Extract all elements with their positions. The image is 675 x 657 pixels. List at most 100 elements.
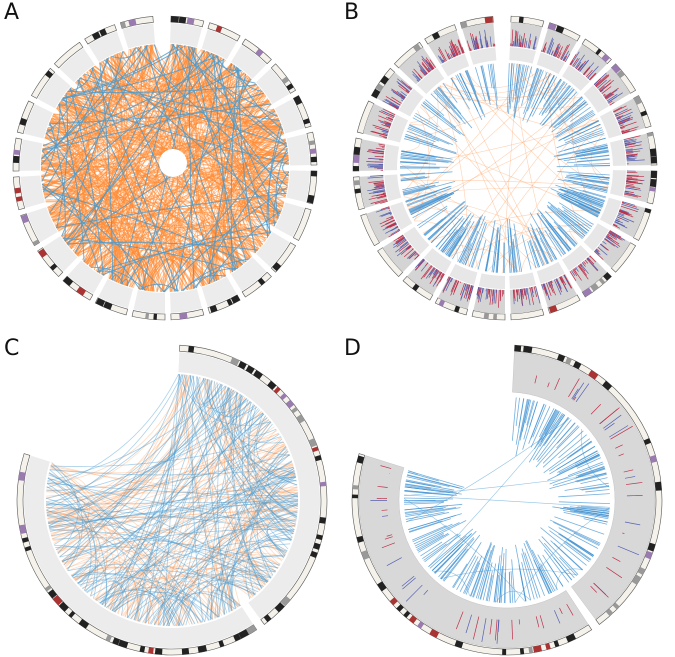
link xyxy=(66,110,276,244)
spike xyxy=(553,43,561,57)
spike xyxy=(425,72,428,75)
radial-link xyxy=(470,541,492,597)
spike xyxy=(574,267,577,271)
link xyxy=(126,78,252,287)
radial-link xyxy=(582,165,610,167)
spike xyxy=(379,211,392,217)
spike xyxy=(618,116,633,124)
radial-link xyxy=(515,398,525,445)
spike xyxy=(557,46,563,58)
link xyxy=(44,52,213,199)
link xyxy=(218,524,296,617)
radial-link xyxy=(539,75,555,103)
spike xyxy=(616,115,624,119)
radial-link xyxy=(413,115,457,141)
radial-link xyxy=(575,150,609,157)
link xyxy=(114,376,200,613)
radial-link xyxy=(557,171,610,176)
panel-label: C xyxy=(4,336,19,361)
spike xyxy=(598,79,611,91)
spike xyxy=(516,38,519,47)
link xyxy=(155,585,213,626)
radial-link xyxy=(513,64,522,112)
spike xyxy=(428,62,434,70)
spike xyxy=(474,38,478,50)
link xyxy=(110,274,117,282)
band xyxy=(291,406,299,414)
spike xyxy=(382,192,386,194)
spike xyxy=(396,90,406,98)
link xyxy=(45,453,290,503)
radial-link xyxy=(433,90,451,109)
link xyxy=(42,92,264,151)
radial-link xyxy=(540,563,556,592)
link xyxy=(220,383,298,517)
link xyxy=(48,395,243,527)
spike xyxy=(386,222,396,228)
band xyxy=(417,621,425,629)
spike xyxy=(535,616,540,628)
radial-link xyxy=(431,544,460,571)
spike xyxy=(370,198,388,204)
radial-link xyxy=(558,202,594,225)
radial-link xyxy=(409,195,443,212)
spike xyxy=(616,117,622,120)
spike xyxy=(546,37,553,54)
link xyxy=(243,442,285,584)
link xyxy=(109,375,190,611)
link xyxy=(51,498,299,537)
spike xyxy=(547,281,551,288)
spike xyxy=(589,255,591,258)
radial-link xyxy=(538,408,555,438)
spike xyxy=(413,68,423,79)
radial-link xyxy=(566,174,610,181)
spike xyxy=(415,258,424,268)
band xyxy=(631,574,642,585)
link xyxy=(46,489,298,514)
link xyxy=(234,396,296,477)
link xyxy=(77,564,117,605)
track xyxy=(382,234,420,273)
spike xyxy=(620,205,638,213)
spike xyxy=(548,42,555,55)
spike xyxy=(433,269,438,276)
link xyxy=(163,599,199,626)
radial-link xyxy=(563,120,600,140)
band xyxy=(238,629,250,639)
spike xyxy=(497,619,500,632)
band xyxy=(352,494,359,499)
band xyxy=(58,601,69,612)
link xyxy=(47,477,183,626)
spike xyxy=(624,192,642,198)
link xyxy=(45,501,263,588)
spike xyxy=(389,213,392,215)
link xyxy=(49,525,92,565)
spike xyxy=(518,289,521,300)
spike xyxy=(519,41,521,47)
link xyxy=(203,50,282,213)
band xyxy=(118,639,129,649)
radial-link xyxy=(409,189,459,213)
spike xyxy=(395,107,399,110)
link xyxy=(73,566,171,627)
link xyxy=(227,387,296,474)
link xyxy=(48,472,206,622)
link xyxy=(189,375,295,531)
spike xyxy=(595,75,610,88)
link xyxy=(82,444,286,590)
radial-link xyxy=(581,505,610,510)
panel-label: B xyxy=(344,0,359,25)
spike xyxy=(408,251,417,259)
radial-link xyxy=(556,110,593,135)
spike xyxy=(542,42,547,53)
spike xyxy=(402,577,416,590)
link xyxy=(97,270,124,286)
radial-link xyxy=(548,97,584,129)
band xyxy=(309,148,317,154)
radial-link xyxy=(404,138,457,155)
spike xyxy=(379,145,385,148)
radial-link xyxy=(466,70,486,118)
spike xyxy=(400,95,406,99)
link xyxy=(59,529,295,558)
spike xyxy=(479,287,484,302)
